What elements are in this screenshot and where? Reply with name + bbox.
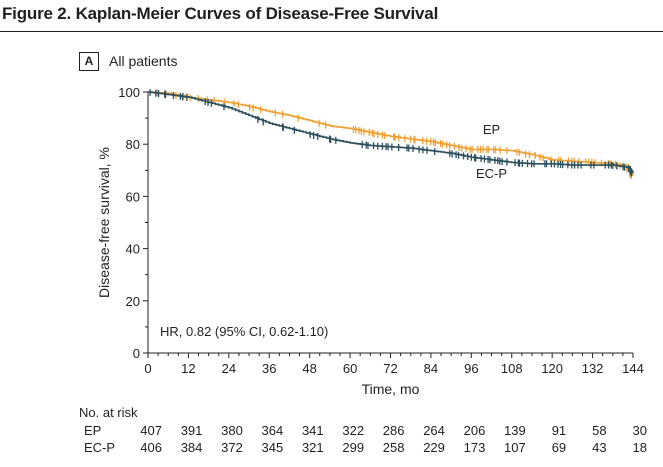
risk-count: 407 — [140, 423, 162, 438]
y-tick-label: 60 — [126, 189, 140, 204]
risk-count: 286 — [382, 423, 405, 438]
curve-label-ep: EP — [483, 122, 500, 137]
risk-count: 321 — [301, 440, 324, 455]
x-tick-label: 84 — [424, 361, 438, 376]
risk-count: 258 — [382, 440, 405, 455]
risk-count: 384 — [180, 440, 203, 455]
panel-letter: A — [79, 52, 99, 71]
x-tick-label: 48 — [302, 361, 316, 376]
risk-row-label: EP — [84, 423, 102, 438]
x-tick-label: 72 — [383, 361, 397, 376]
x-tick-label: 24 — [222, 361, 236, 376]
risk-count: 139 — [504, 423, 526, 438]
curve-label-ec-p: EC-P — [476, 166, 507, 181]
risk-count: 372 — [221, 440, 243, 455]
risk-count: 43 — [592, 440, 607, 455]
risk-row-label: EC-P — [84, 440, 116, 455]
risk-count: 391 — [180, 423, 203, 438]
risk-count: 364 — [261, 423, 284, 438]
risk-count: 341 — [301, 423, 324, 438]
x-tick-label: 96 — [464, 361, 478, 376]
y-axis-title: Disease-free survival, % — [96, 147, 112, 298]
x-axis-title: Time, mo — [362, 381, 420, 397]
curve-ec-p — [148, 91, 634, 173]
risk-count: 58 — [592, 423, 607, 438]
risk-count: 18 — [632, 440, 647, 455]
x-tick-label: 12 — [181, 361, 195, 376]
x-tick-label: 0 — [144, 361, 151, 376]
risk-count: 345 — [261, 440, 284, 455]
axes: 0 12 24 36 48 60 72 84 96 108 120 132 144 0 20 40 60 80 10… — [96, 85, 644, 397]
risk-count: 322 — [342, 423, 365, 438]
risk-count: 69 — [551, 440, 567, 455]
x-tick-label: 108 — [501, 361, 523, 376]
risk-count: 299 — [342, 440, 365, 455]
figure-title: Figure 2. Kaplan-Meier Curves of Disease… — [2, 4, 439, 23]
x-tick-label: 144 — [622, 361, 644, 376]
y-tick-label: 20 — [126, 294, 140, 309]
risk-count: 173 — [463, 440, 486, 455]
x-tick-label: 60 — [343, 361, 357, 376]
survival-curves — [148, 88, 634, 180]
y-tick-label: 40 — [126, 242, 140, 257]
y-tick-label: 80 — [126, 137, 140, 152]
y-tick-label: 100 — [118, 85, 140, 100]
hazard-ratio-annotation: HR, 0.82 (95% CI, 0.62-1.10) — [160, 324, 328, 339]
risk-count: 91 — [551, 423, 567, 438]
risk-count: 406 — [140, 440, 162, 455]
x-tick-label: 120 — [541, 361, 563, 376]
censor-marks-ec-p — [149, 88, 633, 177]
y-tick-label: 0 — [133, 346, 140, 361]
panel-title: All patients — [109, 53, 178, 69]
risk-table-header: No. at risk — [79, 405, 138, 420]
risk-count: 30 — [632, 423, 647, 438]
x-tick-label: 36 — [262, 361, 276, 376]
curve-labels: EP EC-P — [476, 122, 507, 181]
title-rule — [0, 31, 663, 32]
x-tick-label: 132 — [582, 361, 604, 376]
risk-count: 380 — [221, 423, 243, 438]
km-chart: 0 12 24 36 48 60 72 84 96 108 120 132 144 0 20 40 60 80 10… — [96, 85, 644, 397]
risk-count: 107 — [504, 440, 526, 455]
risk-count: 229 — [423, 440, 445, 455]
risk-count: 206 — [463, 423, 486, 438]
risk-count: 264 — [423, 423, 445, 438]
